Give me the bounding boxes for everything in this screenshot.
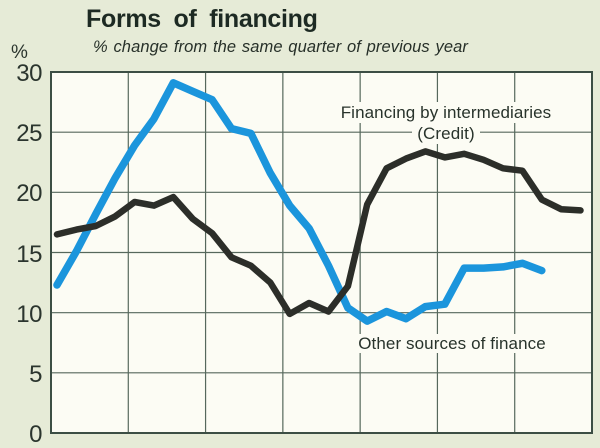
- y-tick-label: 0: [29, 421, 42, 448]
- y-tick-label: 5: [29, 360, 42, 388]
- y-tick-label: 15: [16, 240, 42, 268]
- series-label-credit-line1: Financing by intermediaries: [335, 102, 557, 123]
- y-tick-label: 20: [16, 180, 42, 208]
- plot-frame: [50, 71, 593, 434]
- y-tick-label: 30: [16, 60, 42, 87]
- page-title: Forms of financing: [86, 5, 318, 33]
- y-tick-label: 25: [16, 120, 42, 148]
- series-label-credit-line2: (Credit): [412, 123, 480, 144]
- credit-series-line: [53, 148, 584, 318]
- y-axis-unit-label: %: [11, 42, 28, 63]
- series-label-other-sources-text: Other sources of finance: [353, 334, 551, 353]
- y-tick-label: 10: [16, 300, 42, 328]
- series-label-other-sources: Other sources of finance: [340, 334, 564, 353]
- other-sources-series-line: [53, 79, 546, 325]
- page-subtitle: % change from the same quarter of previo…: [93, 38, 468, 56]
- series-label-credit: Financing by intermediaries (Credit): [327, 102, 565, 144]
